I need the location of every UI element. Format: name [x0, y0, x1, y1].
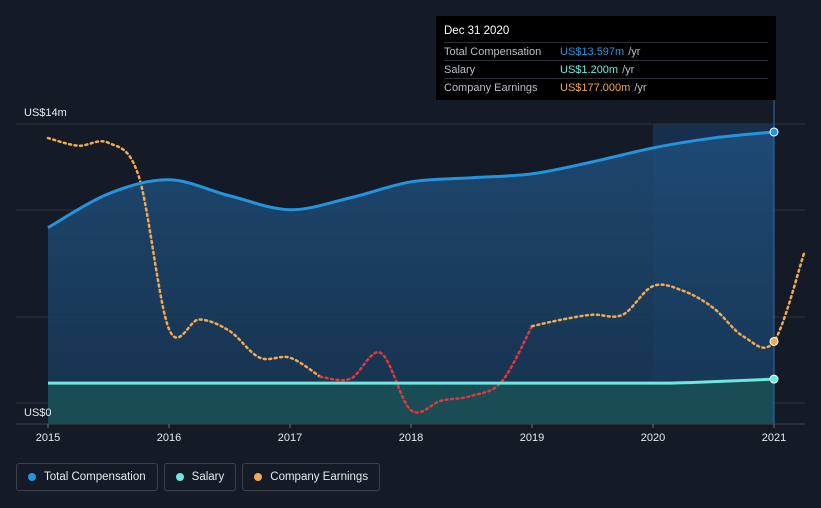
total-compensation-marker: [769, 127, 779, 137]
x-tick-label: 2018: [399, 432, 423, 444]
company-earnings-series: [46, 136, 806, 414]
company-earnings-line: [530, 251, 806, 349]
tooltip-row-company-earnings: Company Earnings US$177.000m /yr: [444, 78, 768, 96]
x-tick-label: 2017: [278, 432, 302, 444]
tooltip-row-salary: Salary US$1.200m /yr: [444, 60, 768, 78]
x-tick-label: 2020: [641, 432, 665, 444]
legend: Total Compensation Salary Company Earnin…: [16, 463, 381, 491]
y-axis: US$0 US$14m: [24, 107, 67, 419]
legend-dot-icon: [175, 473, 184, 481]
x-tick-label: 2019: [520, 432, 544, 444]
legend-label: Total Compensation: [44, 471, 146, 483]
company-earnings-marker: [769, 336, 779, 346]
legend-label: Company Earnings: [270, 471, 369, 483]
tooltip: Dec 31 2020 Total Compensation US$13.597…: [436, 16, 776, 100]
tooltip-value: US$1.200m: [560, 63, 619, 76]
tooltip-label: Company Earnings: [444, 81, 538, 94]
tooltip-unit: /yr: [634, 81, 647, 94]
x-tick-label: 2021: [762, 432, 786, 444]
marker-points: [769, 127, 779, 384]
tooltip-label: Total Compensation: [444, 45, 542, 58]
tooltip-value: US$177.000m: [560, 81, 631, 94]
total-compensation-line: [47, 130, 775, 229]
tooltip-unit: /yr: [628, 45, 641, 58]
legend-dot-icon: [254, 473, 263, 481]
company-earnings-line: [319, 324, 534, 414]
salary-area: [48, 379, 774, 424]
y-tick-label: US$14m: [24, 107, 67, 119]
legend-dot-icon: [28, 473, 36, 481]
y-tick-label: US$0: [24, 407, 52, 419]
tooltip-row-total-compensation: Total Compensation US$13.597m /yr: [444, 42, 768, 60]
salary-line: [48, 377, 775, 385]
legend-item-salary[interactable]: Salary: [163, 463, 237, 491]
company-earnings-line: [46, 136, 322, 379]
tooltip-label: Salary: [444, 63, 476, 76]
legend-label: Salary: [191, 471, 225, 483]
tooltip-value: US$13.597m: [560, 45, 625, 58]
legend-item-total-compensation[interactable]: Total Compensation: [16, 463, 158, 491]
total-compensation-area: [48, 131, 774, 424]
x-tick-label: 2015: [36, 432, 60, 444]
salary-marker: [769, 374, 779, 384]
tooltip-date: Dec 31 2020: [444, 25, 510, 37]
x-axis: 2015 2016 2017 2018 2019 2020 2021: [16, 423, 805, 444]
tooltip-unit: /yr: [622, 63, 635, 76]
legend-item-company-earnings[interactable]: Company Earnings: [242, 463, 381, 491]
x-tick-label: 2016: [157, 432, 181, 444]
